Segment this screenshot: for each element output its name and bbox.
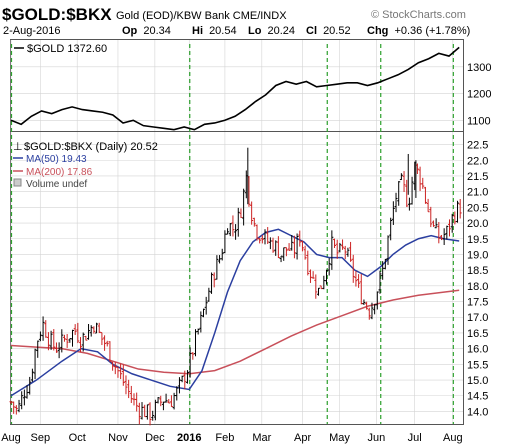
gold-y-tick-label: 1300 (467, 62, 491, 74)
chart-description: Gold (EOD)/KBW Bank CME/INDX (116, 10, 287, 22)
x-tick-labels: Aug Sep Oct Nov Dec 2016 Feb Mar Apr May Jun Jul Aug (1, 432, 462, 444)
y-tick-labels: 1100 1200 1300 14.0 14.5 15.0 15.5 16.0 16.5 17.0… (467, 62, 491, 419)
quote-date: 2-Aug-2016 (3, 25, 61, 37)
x-tick-label: Jul (408, 432, 422, 444)
gold-y-tick-label: 1100 (467, 115, 491, 127)
ratio-y-tick-label: 18.0 (467, 281, 488, 293)
ratio-y-tick-label: 14.0 (467, 406, 488, 418)
close-value: 20.52 (323, 25, 351, 37)
watermark: © StockCharts.com (371, 9, 466, 21)
ma200-series (10, 289, 460, 375)
legend-volume-swatch (13, 178, 22, 187)
legend-ma50-label: MA(50) 19.43 (26, 154, 87, 165)
x-tick-label: Apr (294, 432, 311, 444)
low-value: 20.24 (268, 25, 296, 37)
ratio-y-tick-label: 14.5 (467, 391, 488, 403)
vertical-markers (10, 44, 454, 424)
ratio-y-tick-label: 19.0 (467, 249, 488, 261)
ratio-y-tick-label: 17.5 (467, 297, 488, 309)
gold-line-series (10, 46, 460, 131)
high-value: 20.54 (209, 25, 237, 37)
open-label: Op (122, 25, 138, 37)
gold-line (10, 46, 460, 131)
x-tick-label: Feb (215, 432, 234, 444)
change-value: +0.36 (+1.78%) (394, 25, 470, 37)
grid (10, 40, 463, 424)
chart-symbol: $GOLD:$BKX (2, 5, 112, 24)
gold-y-tick-label: 1200 (467, 89, 491, 101)
ohlc-bars (9, 147, 462, 426)
ratio-y-tick-label: 20.5 (467, 202, 488, 214)
ratio-y-tick-label: 20.0 (467, 218, 488, 230)
change-label: Chg (367, 25, 388, 37)
ratio-legend: ⊥ $GOLD:$BKX (Daily) 20.52 MA(50) 19.43 … (13, 141, 158, 190)
low-label: Lo (248, 25, 262, 37)
legend-price-label: $GOLD:$BKX (Daily) 20.52 (24, 141, 158, 153)
ratio-y-tick-label: 21.0 (467, 187, 488, 199)
high-label: Hi (192, 25, 203, 37)
x-tick-label: Sep (30, 432, 50, 444)
quote-line: Op 20.34 Hi 20.54 Lo 20.24 Cl 20.52 Chg … (122, 25, 470, 37)
ratio-y-tick-label: 15.5 (467, 359, 488, 371)
ratio-y-tick-label: 19.5 (467, 234, 488, 246)
x-tick-label: Jun (368, 432, 386, 444)
x-tick-label: Mar (252, 432, 271, 444)
ratio-y-tick-label: 17.0 (467, 312, 488, 324)
legend-volume-label: Volume undef (26, 179, 87, 190)
x-tick-label: Aug (1, 432, 21, 444)
legend-ma200-label: MA(200) 17.86 (26, 167, 93, 178)
x-tick-label: 2016 (177, 432, 201, 444)
x-tick-label: May (329, 432, 350, 444)
x-tick-label: Nov (108, 432, 128, 444)
gold-legend-label: $GOLD 1372.60 (27, 43, 107, 55)
gold-legend: $GOLD 1372.60 (14, 43, 107, 55)
ma200-line (10, 289, 460, 375)
ratio-y-tick-label: 22.0 (467, 155, 488, 167)
legend-price-glyph: ⊥ (13, 141, 23, 153)
x-tick-label: Oct (69, 432, 86, 444)
close-label: Cl (306, 25, 317, 37)
ratio-y-tick-label: 21.5 (467, 171, 488, 183)
ratio-panel (10, 131, 464, 425)
ratio-y-tick-label: 16.0 (467, 344, 488, 356)
ratio-y-tick-label: 16.5 (467, 328, 488, 340)
open-value: 20.34 (143, 25, 171, 37)
x-tick-label: Aug (443, 432, 463, 444)
ratio-y-tick-label: 15.0 (467, 375, 488, 387)
x-tick-label: Dec (145, 432, 165, 444)
ratio-y-tick-label: 22.5 (467, 140, 488, 152)
ratio-y-tick-label: 18.5 (467, 265, 488, 277)
